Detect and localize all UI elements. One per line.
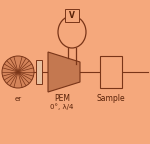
Text: V: V xyxy=(69,11,75,19)
Text: Sample: Sample xyxy=(97,94,125,103)
Text: PEM: PEM xyxy=(54,94,70,103)
Bar xyxy=(65,8,79,21)
Text: 0°, λ/4: 0°, λ/4 xyxy=(50,103,74,110)
Text: er: er xyxy=(14,96,22,102)
Circle shape xyxy=(2,56,34,88)
Bar xyxy=(36,60,42,84)
Polygon shape xyxy=(48,52,80,92)
Bar xyxy=(100,56,122,88)
